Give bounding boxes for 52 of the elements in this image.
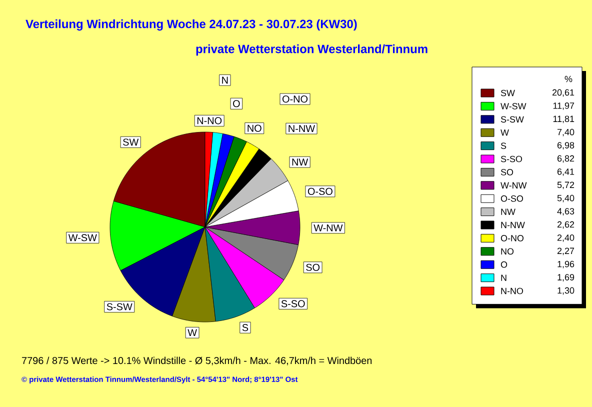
slice-label: S-SO — [281, 300, 305, 308]
legend-label: S-SO — [500, 156, 522, 162]
text: 7796 / 875 Werte -> 10.1% Windstille - Ø 5,3km/h - Max. 46,7km/h = Windböen — [22, 356, 372, 366]
data-label: 6,98 — [557, 142, 574, 150]
slice-label: O-SO — [308, 188, 332, 195]
legend-label: N — [501, 274, 506, 281]
data-label: 11,97 — [553, 102, 574, 110]
slice-label: SO — [306, 264, 320, 271]
data-label: 5,72 — [557, 182, 574, 190]
slice-label: NO — [248, 124, 262, 132]
data-label: 1,30 — [558, 287, 574, 295]
legend-label: O-SO — [500, 195, 524, 202]
legend-label: NO — [501, 248, 514, 255]
legend-label: W — [500, 130, 509, 136]
data-label: 11,81 — [553, 116, 574, 124]
data-label: 2,62 — [557, 221, 574, 229]
data-label: 7,40 — [557, 128, 574, 136]
slice-label: S — [242, 324, 248, 332]
slice-label: W — [188, 329, 197, 336]
legend-label: W-NW — [500, 182, 527, 188]
category-label: N — [222, 76, 228, 84]
data-label: 1,96 — [558, 260, 574, 268]
legend-label: S-SW — [500, 116, 524, 123]
slice-label: O — [233, 100, 240, 108]
slice-label: S-SW — [106, 303, 132, 310]
data-label: 2,27 — [557, 248, 574, 256]
legend-label: W-SW — [500, 103, 526, 110]
legend-title: % — [564, 76, 572, 82]
data-label: 4,63 — [557, 208, 574, 216]
legend-label: NW — [501, 208, 516, 215]
legend-label: SW — [500, 90, 515, 96]
legend-label: N-NO — [501, 288, 524, 294]
chart-subtitle: private Wetterstation Westerland/Tinnum — [196, 44, 428, 56]
category-label: O-NO — [282, 96, 308, 103]
data-label: 1,69 — [558, 274, 574, 282]
data-label: 20,61 — [552, 89, 574, 97]
slice-label: N-NW — [288, 125, 315, 132]
data-label: 2,40 — [557, 234, 574, 242]
slice-label: NW — [292, 158, 308, 166]
data-label: 6,82 — [557, 155, 574, 163]
data-label: 5,40 — [557, 194, 574, 202]
legend-label: O — [500, 261, 508, 268]
slice-label: N-NO — [197, 117, 222, 124]
legend-label: O-NO — [500, 235, 524, 242]
legend-label: N-NW — [501, 222, 525, 228]
slice-label: W-NW — [314, 224, 343, 232]
data-label: 6,41 — [557, 168, 574, 176]
slice-label: SW — [123, 138, 139, 146]
slice-label: W-SW — [68, 234, 97, 242]
legend-label: S — [500, 142, 506, 149]
chart-title: Verteilung Windrichtung Woche 24.07.23 - 30.07.23 (KW30) — [26, 19, 357, 31]
legend-label: SO — [500, 169, 514, 176]
